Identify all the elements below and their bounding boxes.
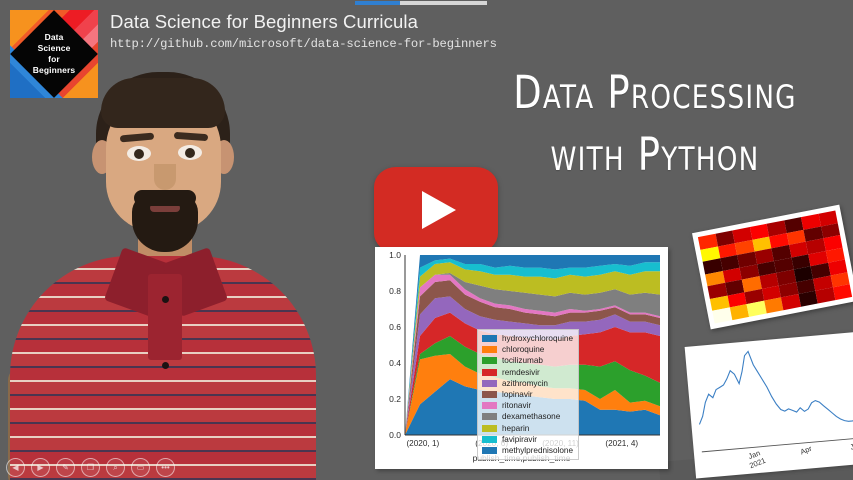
legend-item-remdesivir: remdesivir [482,367,573,378]
legend-item-dexamethasone: dexamethasone [482,411,573,422]
legend-swatch-icon [482,446,497,454]
y-tick-2: 0.4 [389,358,401,368]
x-tick-0: (2020, 1) [406,439,440,448]
note-button[interactable]: ▭ [131,458,150,477]
line-series [698,350,853,425]
legend-item-hydroxychloroquine: hydroxychloroquine [482,333,573,344]
legend-item-azithromycin: azithromycin [482,378,573,389]
legend-item-heparin: heparin [482,423,573,434]
legend-label: chloroquine [502,345,545,355]
legend-item-chloroquine: chloroquine [482,344,573,355]
legend-label: tocilizumab [502,356,543,366]
legend-label: ritonavir [502,401,532,411]
youtube-play-button[interactable] [374,167,498,253]
y-tick-0: 0.0 [389,430,401,440]
previous-button[interactable]: ◀ [6,458,25,477]
logo-line-3: for [48,54,60,64]
legend-swatch-icon [482,379,497,387]
heatmap-chart [692,204,853,330]
logo-line-1: Data [44,32,64,42]
lesson-title-line-1: Data Processing [513,66,797,119]
shirt-button-top [162,296,169,303]
y-tick-4: 0.8 [389,286,401,296]
area-band-tocilizumab [405,336,660,435]
page-title: Data Science for Beginners Curricula [110,11,418,32]
legend-label: heparin [502,423,530,433]
y-tick-1: 0.2 [389,394,401,404]
presenter-moustache [134,190,196,206]
more-button[interactable]: ••• [156,458,175,477]
legend-label: azithromycin [502,378,548,388]
area-band-lopinavir [405,280,660,435]
heatmap-cell-6-6 [815,287,835,304]
legend-swatch-icon [482,357,497,365]
line-chart: Jan 2021 Apr Jul [684,329,853,479]
legend-swatch-icon [482,335,497,343]
presenter-pupil-left [134,149,144,159]
legend-swatch-icon [482,435,497,443]
area-band-heparin [405,262,660,435]
legend-swatch-icon [482,391,497,399]
legend-label: dexamethasone [502,412,561,422]
x-tick-3: (2021, 4) [605,439,639,448]
legend-swatch-icon [482,424,497,432]
stacked-area-chart: 0.00.20.40.60.81.0 (2020, 1)(2020, 6)(20… [375,247,668,469]
legend-swatch-icon [482,402,497,410]
stacked-area-plot: 0.00.20.40.60.81.0 (2020, 1)(2020, 6)(20… [375,247,668,469]
play-triangle-icon [422,191,456,229]
chart-legend: hydroxychloroquine chloroquine tocilizumab… [477,329,580,461]
legend-label: lopinavir [502,390,533,400]
shirt-button-bottom [162,362,169,369]
y-tick-5: 1.0 [389,250,401,260]
presenter-mouth [150,204,180,212]
presenter-nose [154,164,176,190]
presenter-webcam [8,68,318,480]
heatmap-cell-6-4 [780,294,801,311]
presenter-pupil-right [185,148,195,158]
copy-button[interactable]: ❐ [81,458,100,477]
lesson-title: Data Processing with Python [507,62,802,186]
legend-label: hydroxychloroquine [502,334,574,344]
area-band-dexamethasone [405,273,660,435]
logo-line-2: Science [37,43,71,53]
heatmap-cell-6-7 [832,284,853,301]
legend-item-ritonavir: ritonavir [482,400,573,411]
pen-button[interactable]: ✎ [56,458,75,477]
progress-track[interactable] [355,1,487,5]
play-button[interactable]: ▶ [31,458,50,477]
y-tick-3: 0.6 [389,322,401,332]
legend-swatch-icon [482,413,497,421]
zoom-button[interactable]: ⌕ [106,458,125,477]
line-chart-svg [698,350,853,453]
repository-url: http://github.com/microsoft/data-science… [110,37,497,51]
area-band-remdesivir [405,312,660,435]
heatmap-cell-6-0 [712,307,732,324]
legend-swatch-icon [482,368,497,376]
legend-label: favipiravir [502,434,538,444]
area-band-azithromycin [405,296,660,435]
legend-item-lopinavir: lopinavir [482,389,573,400]
area-chart-svg [404,255,660,436]
presenter-fringe [101,78,225,128]
player-controls: ◀ ▶ ✎ ❐ ⌕ ▭ ••• [6,458,175,477]
lesson-title-line-2: with Python [550,128,760,181]
progress-fill [355,1,400,5]
legend-item-favipiravir: favipiravir [482,434,573,445]
logo-line-4: Beginners [32,65,76,75]
logo-text: Data Science for Beginners [10,10,98,98]
shirt-placket [148,274,182,360]
legend-swatch-icon [482,346,497,354]
legend-item-methylprednisolone: methylprednisolone [482,445,573,456]
legend-label: methylprednisolone [502,445,574,455]
curriculum-logo: Data Science for Beginners [10,10,98,98]
heatmap-cell-6-2 [746,301,767,317]
legend-item-tocilizumab: tocilizumab [482,355,573,366]
heatmap-grid [697,210,853,324]
legend-label: remdesivir [502,367,540,377]
